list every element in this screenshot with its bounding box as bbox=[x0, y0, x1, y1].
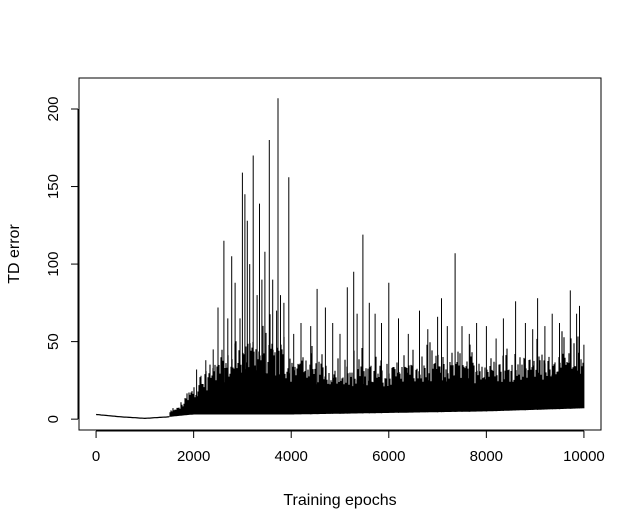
series-early-segment bbox=[96, 413, 170, 420]
x-tick-label: 0 bbox=[92, 448, 100, 465]
x-tick-label: 6000 bbox=[372, 448, 405, 465]
x-tick-label: 2000 bbox=[177, 448, 210, 465]
x-axis-label: Training epochs bbox=[283, 492, 396, 509]
y-axis-label: TD error bbox=[6, 224, 23, 284]
y-tick-label: 50 bbox=[45, 333, 62, 350]
y-axis: 0 50 100 150 200 bbox=[45, 96, 79, 423]
plot-frame bbox=[78, 77, 602, 431]
x-tick-label: 10000 bbox=[563, 448, 605, 465]
x-axis: 0 2000 4000 6000 8000 10000 bbox=[92, 430, 605, 465]
x-tick-label: 4000 bbox=[275, 448, 308, 465]
y-tick-label: 200 bbox=[45, 96, 62, 121]
series-layer bbox=[96, 98, 585, 420]
x-tick-label: 8000 bbox=[470, 448, 503, 465]
y-tick-label: 150 bbox=[45, 174, 62, 199]
y-tick-label: 100 bbox=[45, 252, 62, 277]
y-tick-label: 0 bbox=[45, 415, 62, 423]
